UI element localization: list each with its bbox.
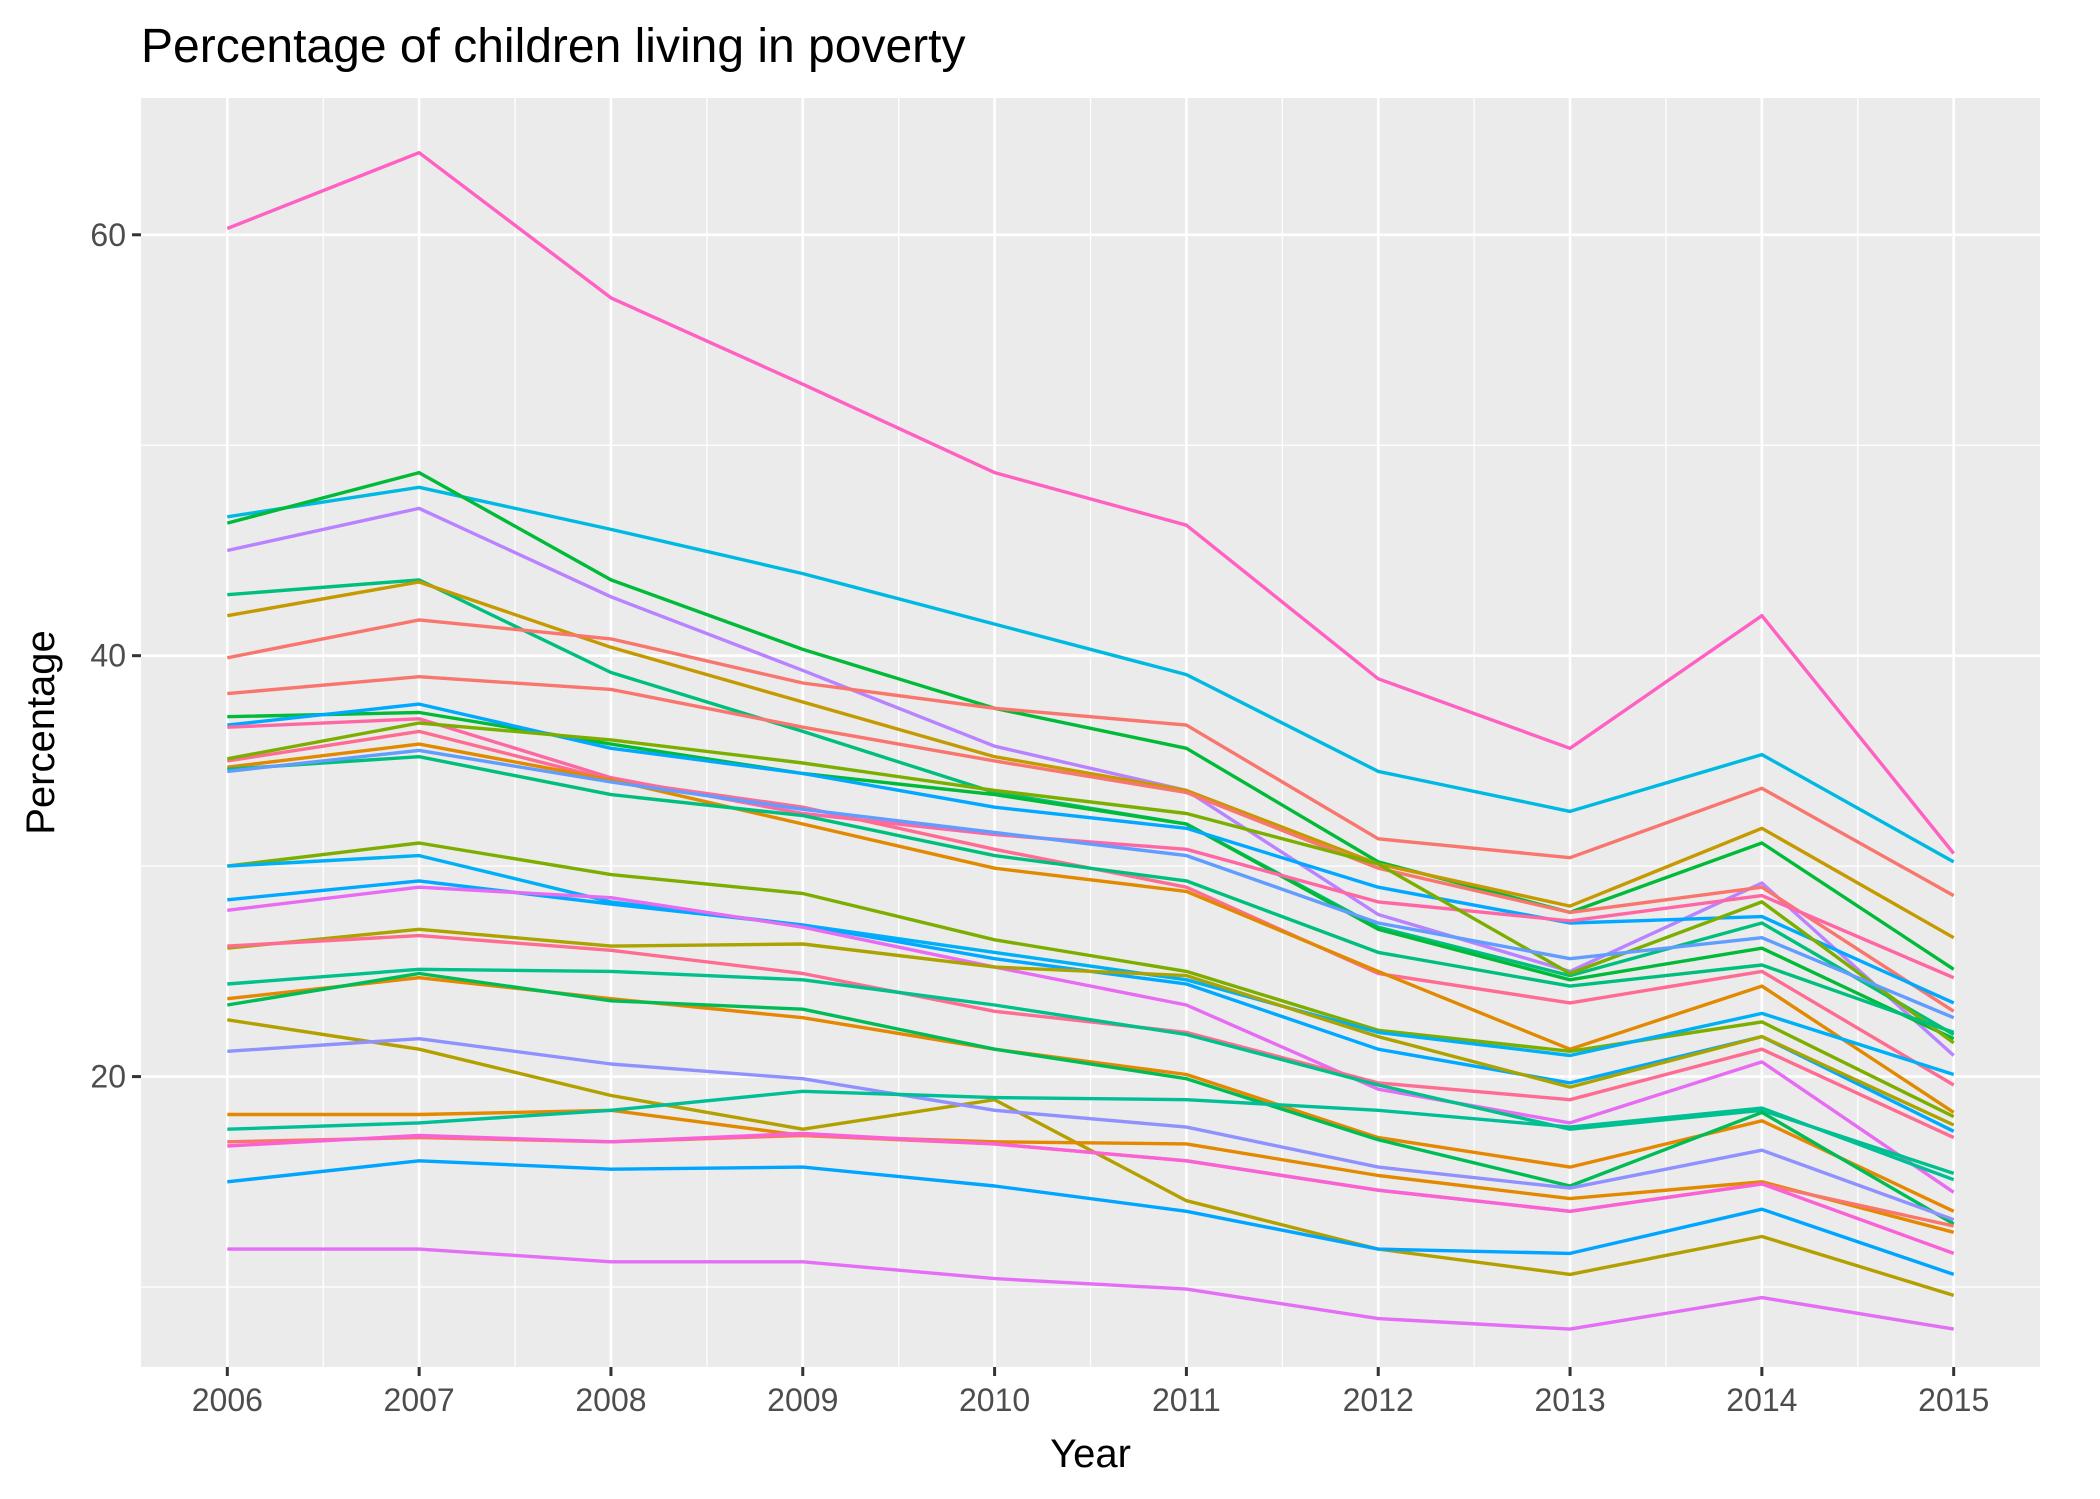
line-series-07 [226, 618, 1955, 898]
line-series-01 [226, 150, 1956, 855]
line-series-17 [227, 841, 1955, 1119]
x-tick-label: 2014 [1726, 1382, 1797, 1418]
line-series-15 [227, 755, 1955, 1035]
line-series-27 [227, 1036, 1955, 1222]
x-tick-label: 2013 [1534, 1382, 1605, 1418]
line-series-22 [227, 933, 1955, 1140]
line-series-26 [227, 1018, 1955, 1298]
line-series-06 [227, 580, 1955, 940]
x-tick-label: 2008 [575, 1382, 646, 1418]
x-tick-label: 2011 [1152, 1382, 1221, 1418]
x-tick-label: 2010 [959, 1382, 1030, 1418]
y-tick-label: 40 [90, 638, 126, 674]
line-series-16 [227, 748, 1955, 1020]
line-series-08 [227, 675, 1955, 1013]
y-tick-label: 20 [90, 1059, 126, 1095]
line-series-04 [226, 506, 1955, 1057]
line-series-09 [227, 710, 1955, 1041]
line-series-11 [227, 717, 1955, 980]
line-series-14 [227, 742, 1955, 1114]
line-series-03 [226, 470, 1955, 971]
line-series-02 [227, 485, 1955, 864]
line-series-20 [227, 885, 1955, 1194]
line-series-28 [227, 1108, 1955, 1234]
line-series-29 [227, 1089, 1955, 1182]
line-series-10 [227, 702, 1955, 1005]
line-series-21 [227, 927, 1955, 1127]
line-series-18 [227, 853, 1955, 1077]
x-tick-label: 2015 [1918, 1382, 1989, 1418]
series-lines [226, 150, 1956, 1331]
x-tick-label: 2009 [767, 1382, 838, 1418]
line-series-31 [227, 1131, 1955, 1255]
y-tick-label: 60 [90, 217, 126, 253]
y-axis: 20 40 60 [90, 217, 141, 1095]
line-series-23 [227, 967, 1955, 1176]
line-series-13 [226, 721, 1955, 1045]
y-axis-title: Percentage [19, 630, 63, 835]
chart-title: Percentage of children living in poverty [141, 20, 965, 73]
line-series-32 [227, 1159, 1955, 1277]
x-axis-title: Year [1050, 1432, 1131, 1476]
x-axis: 2006 2007 2008 2009 2010 2011 2012 2013 2014 2015 [192, 1367, 1989, 1418]
x-tick-label: 2006 [192, 1382, 263, 1418]
line-series-25 [227, 971, 1955, 1226]
line-series-33 [227, 1247, 1954, 1331]
x-tick-label: 2007 [384, 1382, 455, 1418]
x-tick-label: 2012 [1343, 1382, 1414, 1418]
grid-lines [141, 98, 2040, 1367]
